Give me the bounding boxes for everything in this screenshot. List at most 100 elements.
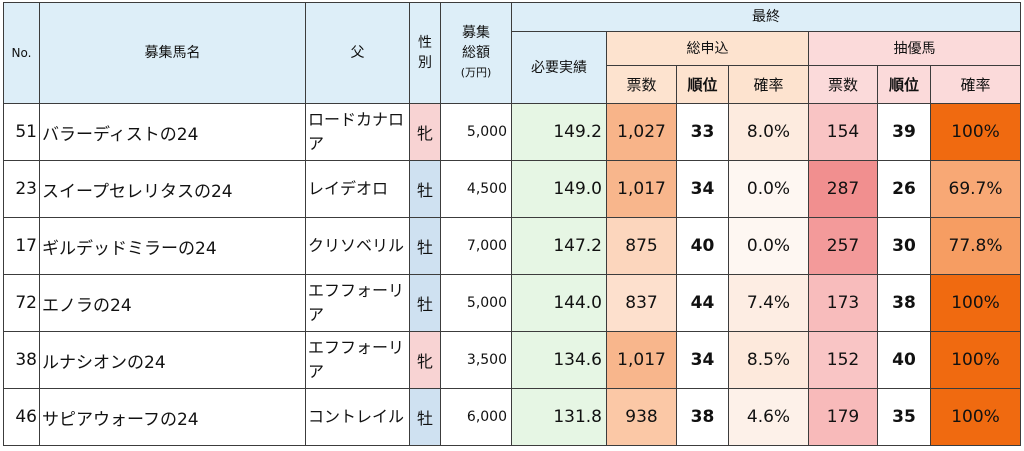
header-required: 必要実績 xyxy=(511,31,607,104)
lottery-rate: 100% xyxy=(929,388,1022,446)
lottery-votes: 173 xyxy=(808,274,878,332)
lottery-rank: 40 xyxy=(877,331,931,389)
horse-name: スイープセレリタスの24 xyxy=(39,160,306,218)
horse-name: ルナシオンの24 xyxy=(39,331,306,389)
application-rank: 34 xyxy=(676,331,729,389)
header-app-rank: 順位 xyxy=(676,65,729,104)
table-row: 51 バラーディストの24 ロードカナロア牝 5,000 149.2 1,027 33 8.0… xyxy=(3,103,1022,161)
header-lot-votes: 票数 xyxy=(808,65,878,104)
required-score: 149.2 xyxy=(511,103,607,161)
header-total-amount: 募集 総額 (万円) xyxy=(440,2,512,104)
application-rate: 8.5% xyxy=(728,331,809,389)
lottery-rank: 26 xyxy=(877,160,931,218)
application-rate: 7.4% xyxy=(728,274,809,332)
table-body: 51 バラーディストの24 ロードカナロア牝 5,000 149.2 1,027 33 8.0… xyxy=(3,103,1022,446)
table-row: 46 サピアウォーフの24 コントレイル牡 6,000 131.8 938 38 4.6% 17… xyxy=(3,388,1022,446)
horse-no: 51 xyxy=(3,103,40,161)
required-score: 134.6 xyxy=(511,331,607,389)
lottery-votes: 257 xyxy=(808,217,878,275)
header-lot-rank: 順位 xyxy=(877,65,931,104)
recruitment-horse-table: No. 募集馬名 父 性 別 募集 総額 (万円) 最終 必要実績 総申込 抽優… xyxy=(3,2,1022,446)
application-rank: 34 xyxy=(676,160,729,218)
lottery-rate: 77.8% xyxy=(929,217,1022,275)
application-rate: 0.0% xyxy=(728,160,809,218)
horse-no: 17 xyxy=(3,217,40,275)
header-sex-line2: 別 xyxy=(418,55,432,71)
sex-badge: 牡 xyxy=(409,388,441,446)
header-sex: 性 別 xyxy=(409,2,441,104)
application-rank: 33 xyxy=(676,103,729,161)
total-amount: 7,000 xyxy=(440,217,512,275)
horse-no: 72 xyxy=(3,274,40,332)
lottery-rank: 39 xyxy=(877,103,931,161)
application-votes: 837 xyxy=(606,274,677,332)
application-rate: 8.0% xyxy=(728,103,809,161)
header-horse-name: 募集馬名 xyxy=(39,2,306,104)
total-amount: 5,000 xyxy=(440,274,512,332)
sire-name: レイデオロ xyxy=(305,160,410,218)
required-score: 147.2 xyxy=(511,217,607,275)
application-votes: 1,027 xyxy=(606,103,677,161)
application-rank: 38 xyxy=(676,388,729,446)
sex-badge: 牡 xyxy=(409,217,441,275)
lottery-rate: 100% xyxy=(929,331,1022,389)
header-lottery-group: 抽優馬 xyxy=(807,31,1022,66)
table-row: 23 スイープセレリタスの24 レイデオロ牡 4,500 149.0 1,017 34 0.0… xyxy=(3,160,1022,218)
header-sex-line1: 性 xyxy=(418,35,432,51)
application-votes: 875 xyxy=(606,217,677,275)
lottery-votes: 152 xyxy=(808,331,878,389)
required-score: 149.0 xyxy=(511,160,607,218)
application-votes: 938 xyxy=(606,388,677,446)
sex-badge: 牝 xyxy=(409,103,441,161)
header-application-group: 総申込 xyxy=(606,31,809,66)
header-no: No. xyxy=(3,2,40,104)
lottery-rate: 69.7% xyxy=(929,160,1022,218)
header-sire: 父 xyxy=(305,2,410,104)
application-rank: 40 xyxy=(676,217,729,275)
lottery-rate: 100% xyxy=(929,274,1022,332)
total-amount: 3,500 xyxy=(440,331,512,389)
required-score: 144.0 xyxy=(511,274,607,332)
horse-name: バラーディストの24 xyxy=(39,103,306,161)
horse-name: サピアウォーフの24 xyxy=(39,388,306,446)
lottery-rate: 100% xyxy=(929,103,1022,161)
sire-name: コントレイル xyxy=(305,388,410,446)
sire-name: エフフォーリア xyxy=(305,274,410,332)
header-total-line1: 募集 xyxy=(462,25,490,41)
lottery-votes: 154 xyxy=(808,103,878,161)
sex-badge: 牝 xyxy=(409,331,441,389)
header-app-rate: 確率 xyxy=(728,65,809,104)
sire-name: エフフォーリア xyxy=(305,331,410,389)
header-app-votes: 票数 xyxy=(606,65,677,104)
application-rank: 44 xyxy=(676,274,729,332)
horse-name: エノラの24 xyxy=(39,274,306,332)
total-amount: 5,000 xyxy=(440,103,512,161)
lottery-rank: 35 xyxy=(877,388,931,446)
lottery-rank: 30 xyxy=(877,217,931,275)
sex-badge: 牡 xyxy=(409,274,441,332)
table-row: 17 ギルデッドミラーの24 クリソベリル牡 7,000 147.2 875 40 0.0% 2… xyxy=(3,217,1022,275)
required-score: 131.8 xyxy=(511,388,607,446)
header-final: 最終 xyxy=(510,2,1022,32)
horse-name: ギルデッドミラーの24 xyxy=(39,217,306,275)
table-row: 38 ルナシオンの24 エフフォーリア牝 3,500 134.6 1,017 34 8.5% 1… xyxy=(3,331,1022,389)
sire-name: ロードカナロア xyxy=(305,103,410,161)
header-lot-rate: 確率 xyxy=(929,65,1022,104)
sire-name: クリソベリル xyxy=(305,217,410,275)
total-amount: 6,000 xyxy=(440,388,512,446)
table-row: 72 エノラの24 エフフォーリア牡 5,000 144.0 837 44 7.4% 173 38… xyxy=(3,274,1022,332)
lottery-rank: 38 xyxy=(877,274,931,332)
horse-no: 38 xyxy=(3,331,40,389)
application-votes: 1,017 xyxy=(606,331,677,389)
lottery-votes: 287 xyxy=(808,160,878,218)
application-rate: 4.6% xyxy=(728,388,809,446)
sex-badge: 牡 xyxy=(409,160,441,218)
horse-no: 46 xyxy=(3,388,40,446)
lottery-votes: 179 xyxy=(808,388,878,446)
application-rate: 0.0% xyxy=(728,217,809,275)
total-amount: 4,500 xyxy=(440,160,512,218)
header-total-unit: (万円) xyxy=(460,66,492,79)
horse-no: 23 xyxy=(3,160,40,218)
header-total-line2: 総額 xyxy=(462,45,490,61)
application-votes: 1,017 xyxy=(606,160,677,218)
